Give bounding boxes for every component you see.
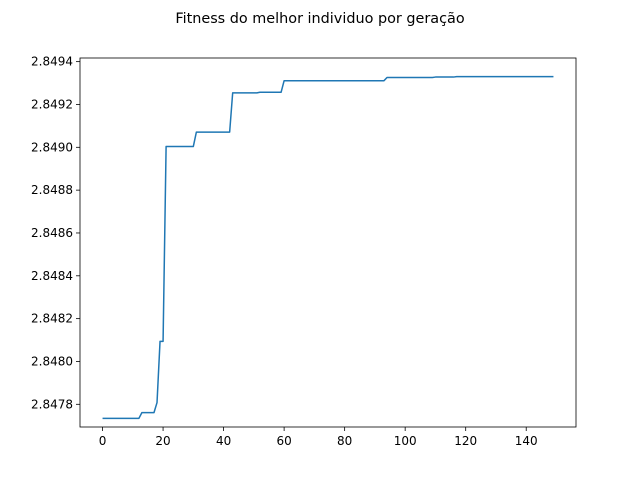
x-tick-label: 20 bbox=[155, 434, 170, 448]
y-tick-label: 2.8482 bbox=[31, 312, 73, 326]
plot-area: 0 20 40 60 80 100 120 140 2.8478 2.8480 2.8482 2.84… bbox=[31, 55, 577, 448]
x-tick-label: 0 bbox=[99, 434, 107, 448]
chart-title: Fitness do melhor individuo por geração bbox=[175, 11, 464, 27]
x-tick-label: 60 bbox=[276, 434, 291, 448]
y-tick-label: 2.8490 bbox=[31, 140, 73, 154]
y-tick-label: 2.8492 bbox=[31, 97, 73, 111]
x-tick-label: 120 bbox=[454, 434, 477, 448]
axes-frame bbox=[79, 57, 577, 428]
y-tick-label: 2.8488 bbox=[31, 183, 73, 197]
y-tick-label: 2.8480 bbox=[31, 354, 73, 368]
y-tick-label: 2.8486 bbox=[31, 226, 73, 240]
x-tick-label: 100 bbox=[394, 434, 417, 448]
y-tick-label: 2.8494 bbox=[31, 55, 73, 69]
series-line-0 bbox=[102, 75, 554, 420]
x-tick-label: 40 bbox=[216, 434, 231, 448]
x-tick-label: 140 bbox=[515, 434, 538, 448]
x-tick-label: 80 bbox=[337, 434, 352, 448]
y-tick-label: 2.8484 bbox=[31, 269, 73, 283]
y-tick-label: 2.8478 bbox=[31, 397, 73, 411]
